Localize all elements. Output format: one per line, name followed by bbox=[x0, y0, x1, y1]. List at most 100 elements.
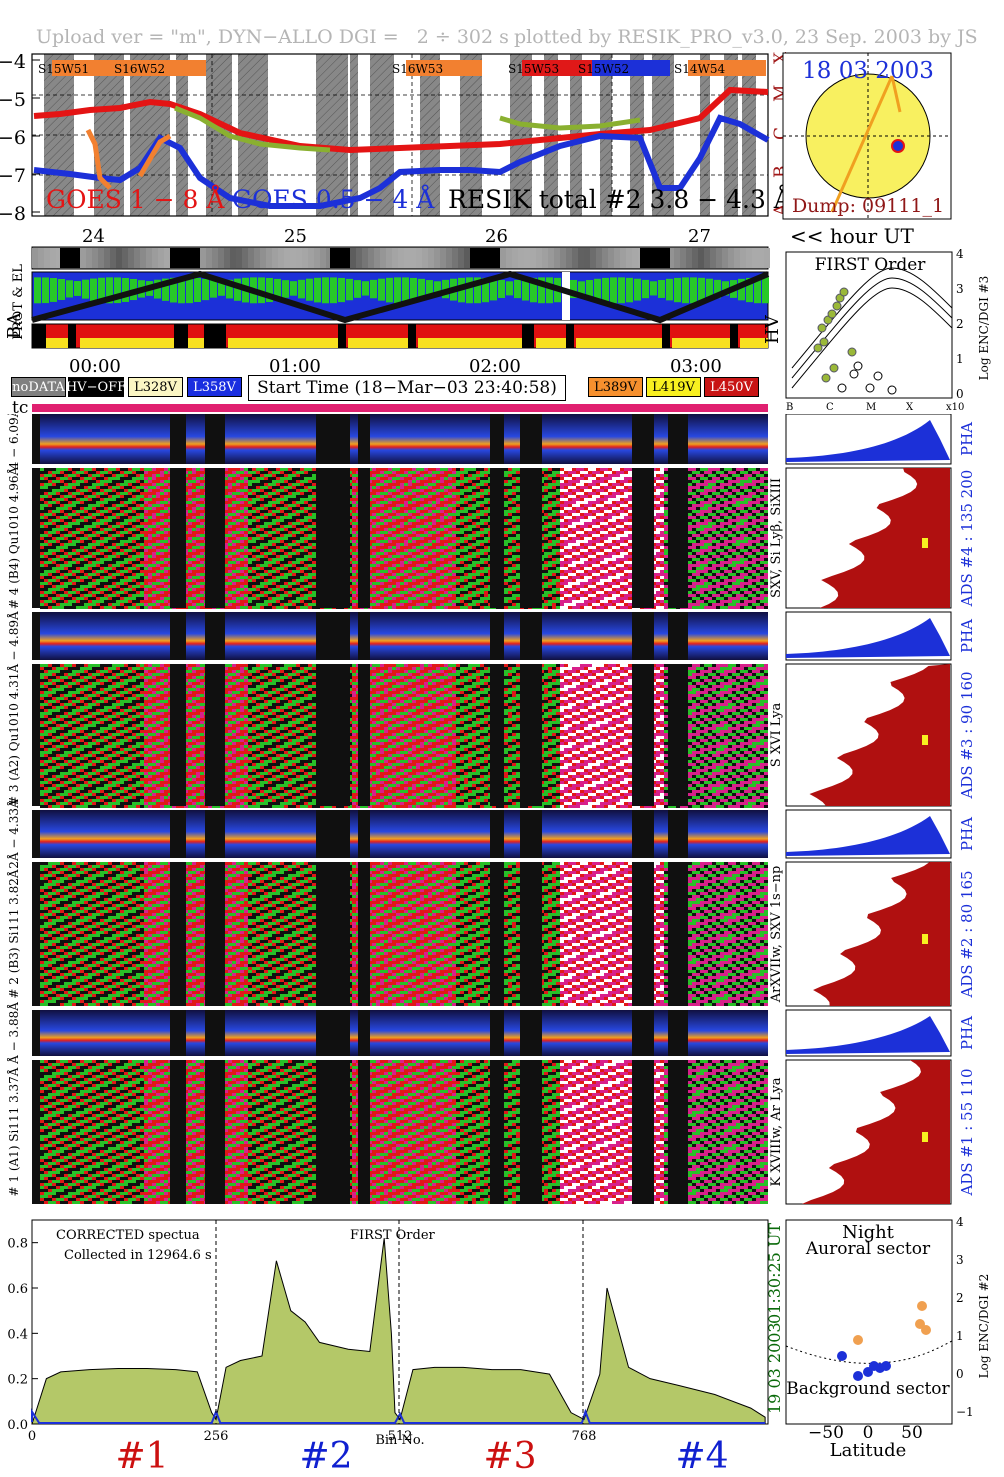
goes-eclipse-bands bbox=[44, 54, 756, 216]
spectrum-y-tick: 0.2 bbox=[7, 1373, 28, 1388]
channel-3: − 4.89Å # 3 (A2) Qu1010 4.31Å PHA S XVI Lya… bbox=[6, 611, 976, 808]
region-tag bbox=[688, 60, 766, 76]
spectrum-xlabel: Bin No. bbox=[375, 1433, 424, 1448]
goes-legend-1-8: GOES 1 − 8 Å bbox=[46, 184, 225, 214]
legend-l419v: L419V bbox=[646, 377, 701, 397]
eclipse-hatch bbox=[130, 54, 170, 216]
latitude-x-axis: −50 0 50 bbox=[808, 1423, 923, 1443]
ads-marker bbox=[922, 735, 928, 745]
sun-panel: 18 03 2003 Dump: 09111_1 bbox=[782, 52, 952, 220]
goes-y-axis: −4 −5 −6 −7 −8 bbox=[0, 51, 40, 225]
region-label: S15W51 bbox=[38, 62, 89, 76]
sun-dump: Dump: 09111_1 bbox=[792, 195, 944, 217]
ads-histogram bbox=[786, 468, 950, 608]
spectrum-x-tick: 512 bbox=[388, 1429, 413, 1444]
spectrum-y-tick: 0.4 bbox=[7, 1327, 28, 1342]
region-label: S14W54 bbox=[674, 62, 725, 76]
ads-marker bbox=[922, 934, 928, 944]
pha-label: PHA bbox=[958, 422, 976, 456]
first-order-x-tick: X bbox=[906, 402, 914, 410]
channel-label: # 1 (A1) Si111 3.37Å bbox=[6, 1067, 21, 1196]
eclipse-hatch bbox=[510, 54, 532, 216]
spectrum-date: 19 03 2003 bbox=[765, 1322, 784, 1414]
spectrum-note-1: CORRECTED spectua bbox=[56, 1228, 200, 1243]
spectrum-y-tick: 0.8 bbox=[7, 1237, 28, 1252]
spectrum-time: 01:30:25 UT bbox=[765, 1223, 784, 1324]
goes-day-label: 27 bbox=[688, 226, 711, 247]
first-order-y-tick: 3 bbox=[956, 282, 964, 296]
latitude-ylabel: Log ENC/DGI #2 bbox=[977, 1274, 991, 1379]
legend-nodata: noDATA bbox=[11, 377, 66, 397]
ads-marker bbox=[922, 538, 928, 548]
channel-1: Å − 3.88Å # 1 (A1) Si111 3.37Å PHA K XVIIIw… bbox=[6, 1002, 976, 1205]
goes-day-label: 24 bbox=[82, 226, 105, 247]
region-tag bbox=[522, 60, 602, 76]
channel-label: # 4 (B4) Qu1010 4.96Å bbox=[6, 467, 21, 610]
ba-label: BA bbox=[4, 312, 25, 339]
first-order-x-tick: x10 bbox=[946, 402, 964, 410]
line-identification: S XVI Lya bbox=[769, 703, 784, 768]
ads-marker bbox=[922, 1132, 928, 1142]
crystal-label: #4 bbox=[675, 1436, 728, 1477]
pha-histogram bbox=[786, 1016, 950, 1054]
start-time-box: Start Time (18−Mar−03 23:40:58) bbox=[248, 375, 566, 401]
latitude-y-tick: 1 bbox=[956, 1329, 964, 1343]
tc-label: tc bbox=[12, 398, 28, 418]
hv-label: HV bbox=[762, 314, 780, 344]
spectrum-first-order: FIRST Order bbox=[350, 1228, 436, 1243]
pha-range-label: Å − 3.88Å bbox=[6, 1002, 21, 1065]
goes-y-tick: −8 bbox=[0, 203, 26, 225]
orbit-strips: BA PROT & EL HV bbox=[4, 246, 780, 349]
orbit-track bbox=[31, 270, 770, 324]
eclipse-hatch bbox=[420, 54, 440, 216]
goes-y-tick: −5 bbox=[0, 89, 26, 111]
header-upload-info: Upload ver = "m", DYN−ALLO DGI = 2 ÷ 302… bbox=[36, 26, 509, 48]
prot-el-label: PROT & EL bbox=[11, 264, 26, 340]
channel-2: 2Å − 4.33Å# 2 (B3) Si111 3.82Å PHA ArXVIIw… bbox=[6, 799, 976, 1007]
legend-l450v: L450V bbox=[704, 377, 759, 397]
time-tick: 02:00 bbox=[469, 356, 521, 377]
crystal-label: #2 bbox=[299, 1436, 352, 1477]
region-tag bbox=[406, 60, 482, 76]
channel-4: 4 − 6.09Å# 4 (B4) Qu1010 4.96Å PHA SXV, Si… bbox=[6, 414, 976, 609]
crystal-label: #3 bbox=[483, 1436, 536, 1477]
spectrum-second-order bbox=[31, 1408, 766, 1424]
channel-groups: 4 − 6.09Å# 4 (B4) Qu1010 4.96Å PHA SXV, Si… bbox=[6, 414, 976, 1205]
ads-label: ADS #2 : 80 165 bbox=[958, 870, 976, 998]
pha-strip bbox=[32, 1010, 768, 1056]
spectrum-panel: 0.0 0.2 0.4 0.6 0.8 0 256 512 768 CORRECTED spe… bbox=[7, 1219, 784, 1477]
eclipse-hatch bbox=[460, 54, 482, 216]
first-order-y-tick: 4 bbox=[956, 248, 964, 261]
first-order-y-tick: 1 bbox=[956, 352, 964, 366]
goes-orange-flare-2 bbox=[137, 133, 172, 178]
resik-curve bbox=[174, 105, 331, 153]
pha-range-label: 2Å − 4.33Å bbox=[6, 799, 21, 869]
time-tick: 00:00 bbox=[69, 356, 121, 377]
pha-histogram bbox=[786, 420, 950, 462]
pha-range-label: 4 − 6.09Å bbox=[6, 414, 21, 469]
ads-histogram bbox=[786, 1060, 950, 1204]
crystal-labels: #1 #2 #3 #4 bbox=[115, 1436, 728, 1477]
tc-bar bbox=[32, 404, 768, 412]
latitude-y-tick: 3 bbox=[956, 1253, 964, 1267]
legend-l358v: L358V bbox=[187, 377, 242, 397]
spectrum-y-axis: 0.0 0.2 0.4 0.6 0.8 bbox=[7, 1237, 38, 1433]
first-order-ylabel: Log ENC/DGI #3 bbox=[977, 276, 991, 381]
spectrum-x-tick: 768 bbox=[572, 1429, 597, 1444]
goes-region-tags: S15W51 S16W52 S16W53 S15W53 S15W52 S14W54 bbox=[38, 60, 766, 76]
night-label: Night bbox=[842, 1222, 895, 1243]
latitude-y-tick: 2 bbox=[956, 1291, 964, 1305]
first-order-title: FIRST Order bbox=[815, 255, 927, 275]
line-identification: ArXVIIw, SXV 1s−np bbox=[769, 866, 784, 1004]
spectrum-y-tick: 0.6 bbox=[7, 1282, 28, 1297]
first-order-x-tick: B bbox=[786, 402, 793, 410]
background-label: Background sector bbox=[786, 1379, 950, 1399]
region-label: S16W53 bbox=[392, 62, 443, 76]
first-order-y-axis: 4 3 2 1 0 bbox=[956, 248, 964, 401]
region-label: S15W53 bbox=[508, 62, 559, 76]
ads-label: ADS #4 : 135 200 bbox=[958, 470, 976, 608]
goes-y-tick: −7 bbox=[0, 165, 26, 187]
hour-ut-label: << hour UT bbox=[790, 224, 914, 248]
legend-l328v: L328V bbox=[128, 377, 183, 397]
